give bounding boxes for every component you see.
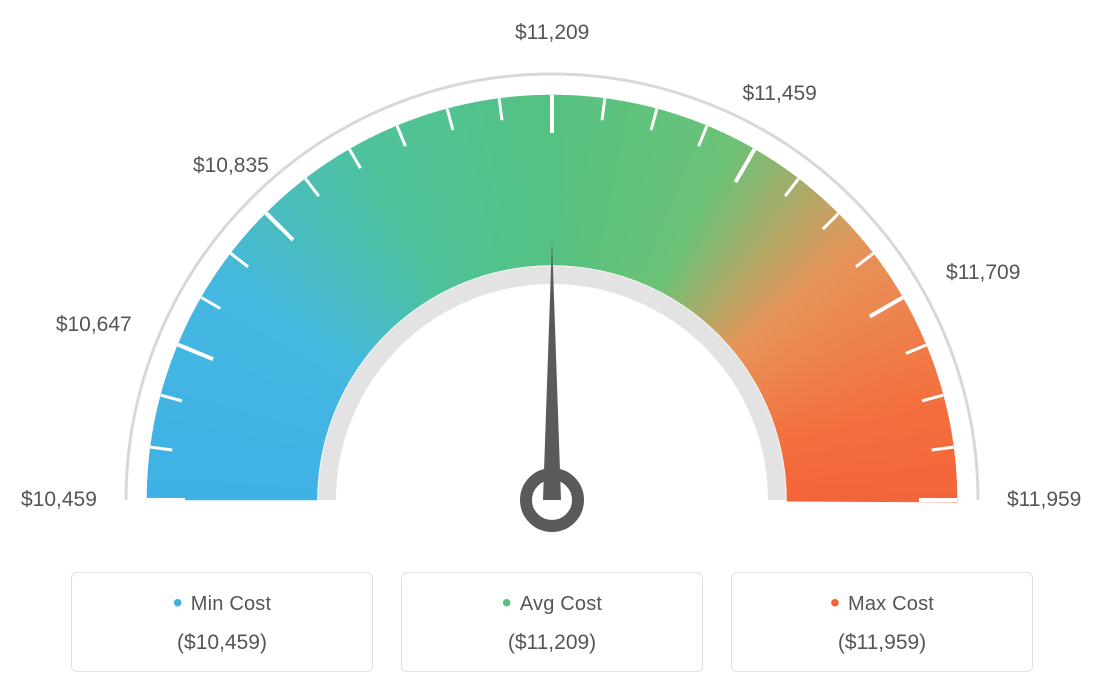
gauge-svg [0,0,1104,560]
legend-title-max: Max Cost [732,587,1032,619]
tick-label: $10,835 [193,154,269,178]
legend-value-avg: ($11,209) [402,631,702,655]
tick-label: $11,959 [1007,488,1081,512]
legend-title-min: Min Cost [72,587,372,619]
tick-label: $11,459 [743,82,817,106]
legend-value-max: ($11,959) [732,631,1032,655]
legend-card-min: Min Cost ($10,459) [71,572,373,672]
tick-label: $11,709 [946,261,1020,285]
legend-card-max: Max Cost ($11,959) [731,572,1033,672]
legend-title-avg: Avg Cost [402,587,702,619]
legend-card-avg: Avg Cost ($11,209) [401,572,703,672]
tick-label: $10,459 [21,488,97,512]
tick-label: $10,647 [56,313,132,337]
legend-value-min: ($10,459) [72,631,372,655]
cost-gauge-container: $10,459 $10,647 $10,835 $11,209 $11,459 $11,7… [0,0,1104,690]
gauge-area: $10,459 $10,647 $10,835 $11,209 $11,459 $11,7… [0,0,1104,560]
tick-label: $11,209 [515,21,589,45]
legend-row: Min Cost ($10,459) Avg Cost ($11,209) Ma… [0,572,1104,672]
